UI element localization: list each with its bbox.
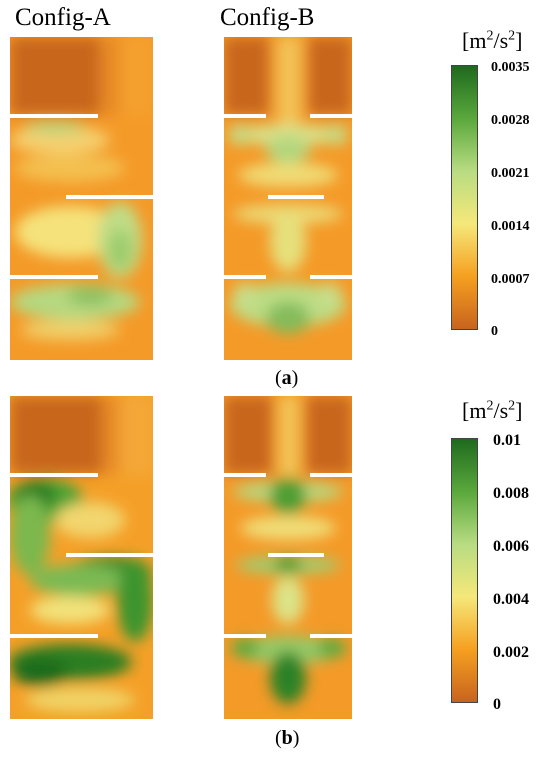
- panel-b-colorbar: [451, 438, 478, 703]
- panel-a-tick-2: 0.0021: [491, 166, 530, 181]
- panel-b-colorbar-unit: [m2/s2]: [462, 398, 523, 423]
- panel-b-caption: (b): [275, 727, 300, 749]
- panel-a-colorbar-unit: [m2/s2]: [462, 28, 523, 53]
- panel-a-tick-1: 0.0028: [491, 113, 530, 128]
- panel-b-config-a-field: [10, 396, 153, 719]
- config-a-title: Config-A: [15, 4, 111, 31]
- panel-b-tick-5: 0: [493, 696, 501, 713]
- panel-a-caption: (a): [275, 367, 299, 389]
- panel-b-tick-2: 0.006: [493, 538, 529, 555]
- panel-b-baffles: [10, 473, 352, 638]
- panel-b-tick-0: 0.01: [493, 432, 521, 449]
- panel-b-tick-4: 0.002: [493, 644, 529, 661]
- panel-a-tick-5: 0: [491, 324, 498, 339]
- panel-a-tick-4: 0.0007: [491, 272, 530, 287]
- panel-a-tick-0: 0.0035: [491, 60, 530, 75]
- config-b-title: Config-B: [220, 4, 315, 31]
- panel-b-tick-3: 0.004: [493, 591, 529, 608]
- panel-b-config-b-field: [224, 396, 352, 719]
- panel-b-tick-1: 0.008: [493, 485, 529, 502]
- panel-a-colorbar: [451, 65, 478, 330]
- panel-a-baffles: [10, 114, 352, 279]
- panel-a-tick-3: 0.0014: [491, 219, 530, 234]
